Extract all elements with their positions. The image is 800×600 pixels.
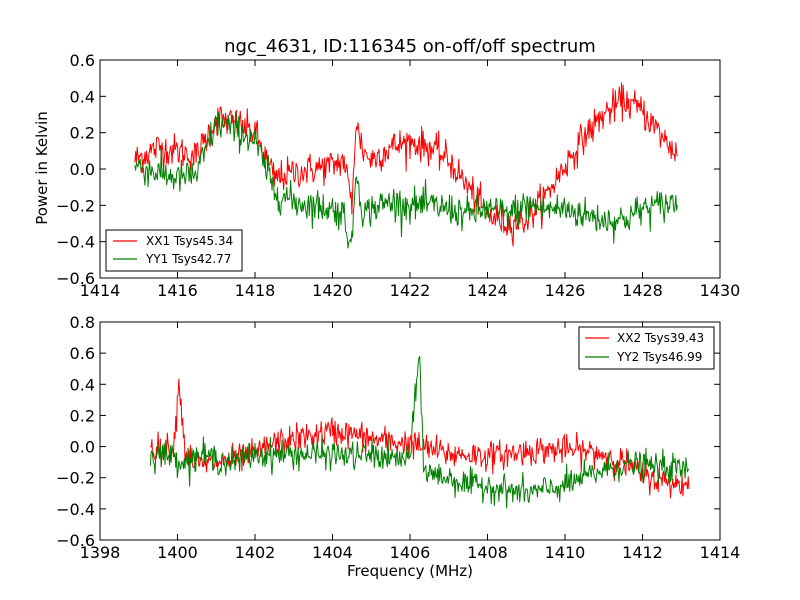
bottom-x-tick-label: 1406 (390, 543, 431, 562)
bottom-subplot: Frequency (MHz) 1398 1400 1402 1404 1406 1408… (56, 313, 740, 580)
bottom-y-tick-label: 0.6 (70, 344, 95, 363)
bottom-series-group (149, 355, 690, 509)
top-x-tick-label: 1414 (80, 281, 121, 300)
top-y-tick-label: −0.6 (56, 269, 95, 288)
top-chart-title: ngc_4631, ID:116345 on-off/off spectrum (224, 36, 596, 57)
top-legend-box (105, 229, 243, 272)
top-subplot: ngc_4631, ID:116345 on-off/off spectrum … (33, 36, 740, 300)
bottom-x-tick-label: 1402 (235, 543, 276, 562)
bottom-x-tick-label: 1412 (622, 543, 663, 562)
bottom-y-tick-label: −0.4 (56, 500, 95, 519)
top-series-line-xx (134, 82, 678, 247)
bottom-series-line-yy (149, 355, 690, 509)
bottom-x-tick-label: 1404 (312, 543, 353, 562)
bottom-y-tick-label: 0.8 (70, 313, 95, 332)
top-y-tick-label: 0.0 (70, 160, 95, 179)
bottom-legend-label-yy2: YY2 Tsys46.99 (616, 350, 702, 364)
bottom-legend-box (578, 326, 715, 370)
top-series-group (134, 82, 678, 249)
top-y-tick-label: 0.4 (70, 87, 95, 106)
bottom-y-tick-label: −0.6 (56, 531, 95, 550)
bottom-y-tick-label: −0.2 (56, 469, 95, 488)
bottom-x-tick-label: 1398 (80, 543, 121, 562)
top-x-tick-label: 1430 (700, 281, 741, 300)
bottom-y-tick-label: 0.4 (70, 375, 95, 394)
bottom-x-tick-label: 1410 (545, 543, 586, 562)
top-y-tick-label: 0.2 (70, 124, 95, 143)
top-y-tick-label: 0.6 (70, 51, 95, 70)
top-x-tick-label: 1418 (235, 281, 276, 300)
top-y-tick-label: −0.4 (56, 233, 95, 252)
top-x-tick-label: 1426 (545, 281, 586, 300)
top-series-line-yy (134, 111, 678, 249)
top-y-axis-label: Power in Kelvin (33, 111, 51, 225)
top-legend-label-xx1: XX1 Tsys45.34 (146, 234, 233, 248)
bottom-x-axis-label: Frequency (MHz) (347, 562, 473, 580)
top-legend: XX1 Tsys45.34 YY1 Tsys42.77 (105, 229, 243, 272)
bottom-legend-label-xx2: XX2 Tsys39.43 (617, 331, 704, 345)
top-x-tick-label: 1416 (157, 281, 198, 300)
top-x-tick-label: 1422 (390, 281, 431, 300)
bottom-legend: XX2 Tsys39.43 YY2 Tsys46.99 (578, 326, 715, 370)
bottom-x-tick-label: 1400 (157, 543, 198, 562)
bottom-axis-ticks: 1398 1400 1402 1404 1406 1408 1410 1412 1414 0.8 0… (56, 313, 740, 562)
top-legend-label-yy1: YY1 Tsys42.77 (145, 252, 231, 266)
top-x-tick-label: 1420 (312, 281, 353, 300)
top-x-tick-label: 1428 (622, 281, 663, 300)
top-y-tick-label: −0.2 (56, 196, 95, 215)
top-x-tick-label: 1424 (467, 281, 508, 300)
bottom-x-tick-label: 1408 (467, 543, 508, 562)
top-axis-ticks: 1414 1416 1418 1420 1422 1424 1426 1428 1430 0.6 0… (56, 51, 740, 300)
bottom-x-tick-label: 1414 (700, 543, 741, 562)
bottom-y-tick-label: 0.0 (70, 438, 95, 457)
bottom-y-tick-label: 0.2 (70, 406, 95, 425)
